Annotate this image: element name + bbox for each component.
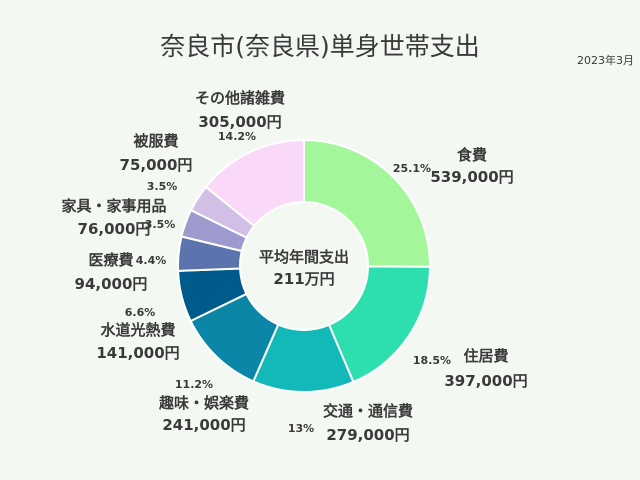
slice-category-label: 趣味・娯楽費: [158, 394, 249, 412]
slice-category-label: 水道光熱費: [100, 321, 175, 339]
slice-value-label: 76,000円: [78, 220, 151, 238]
donut-slice: [303, 138, 431, 268]
slice-percent-label: 3.5%: [145, 218, 176, 231]
slice-percent-label: 3.5%: [147, 180, 178, 193]
slice-category-label: 交通・通信費: [323, 402, 413, 420]
center-label-line1: 平均年間支出: [259, 248, 349, 266]
slice-percent-label: 6.6%: [125, 306, 156, 319]
slice-value-label: 241,000円: [162, 416, 245, 434]
labels-group: 25.1% 食費 539,000円 18.5% 住居費 397,000円 13% 交通・通信費…: [61, 89, 527, 444]
slice-value-label: 279,000円: [326, 426, 409, 444]
center-label-line2: 211万円: [273, 270, 334, 288]
slice-percent-label: 11.2%: [175, 378, 213, 391]
slice-value-label: 94,000円: [75, 275, 148, 293]
slice-category-label: 食費: [457, 146, 487, 164]
chart-title: 奈良市(奈良県)単身世帯支出: [160, 32, 480, 61]
slice-percent-label: 18.5%: [413, 354, 451, 367]
slice-category-label: 医療費: [88, 251, 133, 269]
slice-category-label: 家具・家事用品: [61, 197, 166, 215]
slice-percent-label: 4.4%: [136, 254, 167, 267]
slice-value-label: 539,000円: [430, 168, 513, 186]
donut-slice: [204, 138, 305, 228]
slice-value-label: 75,000円: [120, 156, 193, 174]
slice-category-label: 住居費: [463, 347, 508, 365]
slice-category-label: その他諸雑費: [195, 89, 285, 107]
slice-percent-label: 25.1%: [393, 162, 431, 175]
date-label: 2023年3月: [577, 53, 634, 67]
slice-category-label: 被服費: [133, 132, 178, 150]
slice-percent-label: 13%: [288, 422, 314, 435]
slice-percent-label: 14.2%: [218, 130, 256, 143]
slices-group: [177, 138, 432, 393]
slice-value-label: 305,000円: [198, 113, 281, 131]
slice-value-label: 141,000円: [96, 344, 179, 362]
slice-value-label: 397,000円: [444, 372, 527, 390]
